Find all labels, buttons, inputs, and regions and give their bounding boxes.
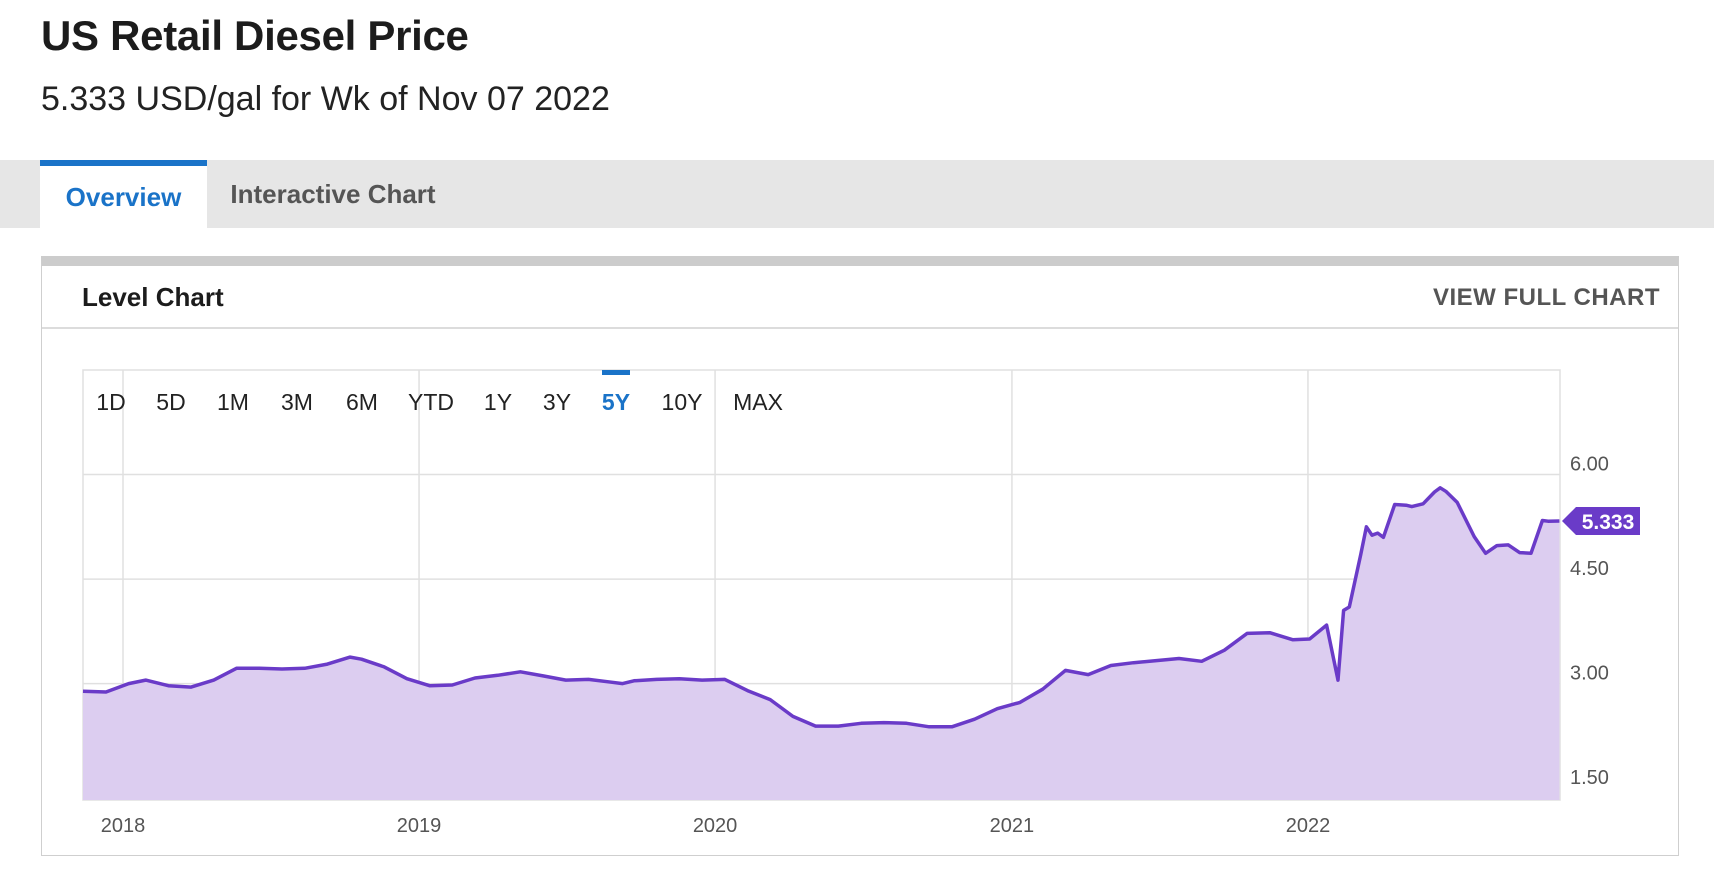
- x-tick-label: 2019: [397, 815, 442, 837]
- range-button-max[interactable]: MAX: [733, 389, 783, 415]
- current-value-subtitle: 5.333 USD/gal for Wk of Nov 07 2022: [41, 80, 610, 118]
- x-tick-label: 2022: [1286, 815, 1331, 837]
- tab-interactive-chart[interactable]: Interactive Chart: [230, 178, 436, 209]
- card-header: Level Chart VIEW FULL CHART: [42, 266, 1678, 329]
- range-button-5d[interactable]: 5D: [156, 389, 185, 415]
- last-value-badge: [1562, 507, 1640, 536]
- range-button-1d[interactable]: 1D: [96, 389, 125, 415]
- last-value-label: 5.333: [1582, 511, 1635, 534]
- series-line: [82, 486, 1560, 729]
- range-button-1y[interactable]: 1Y: [484, 389, 512, 415]
- range-button-5y[interactable]: 5Y: [602, 389, 630, 415]
- page-title: US Retail Diesel Price: [41, 12, 469, 59]
- range-button-3y[interactable]: 3Y: [543, 389, 571, 415]
- x-tick-label: 2021: [990, 815, 1035, 837]
- y-tick-label: 6.00: [1570, 454, 1609, 476]
- series-area: [83, 487, 1560, 800]
- x-tick-label: 2018: [101, 815, 146, 837]
- range-button-ytd[interactable]: YTD: [408, 389, 454, 415]
- range-button-6m[interactable]: 6M: [346, 389, 378, 415]
- range-button-10y[interactable]: 10Y: [662, 389, 703, 415]
- range-active-indicator: [602, 370, 630, 375]
- x-tick-label: 2020: [693, 815, 738, 837]
- tab-bar: Overview Interactive Chart: [0, 160, 1714, 228]
- y-tick-label: 4.50: [1570, 558, 1609, 580]
- y-tick-label: 3.00: [1570, 663, 1609, 685]
- card-title: Level Chart: [82, 282, 224, 312]
- view-full-chart-link[interactable]: VIEW FULL CHART: [1432, 284, 1660, 311]
- tab-overview[interactable]: Overview: [40, 160, 207, 228]
- range-button-1m[interactable]: 1M: [217, 389, 249, 415]
- range-button-3m[interactable]: 3M: [281, 389, 313, 415]
- y-tick-label: 1.50: [1570, 767, 1609, 789]
